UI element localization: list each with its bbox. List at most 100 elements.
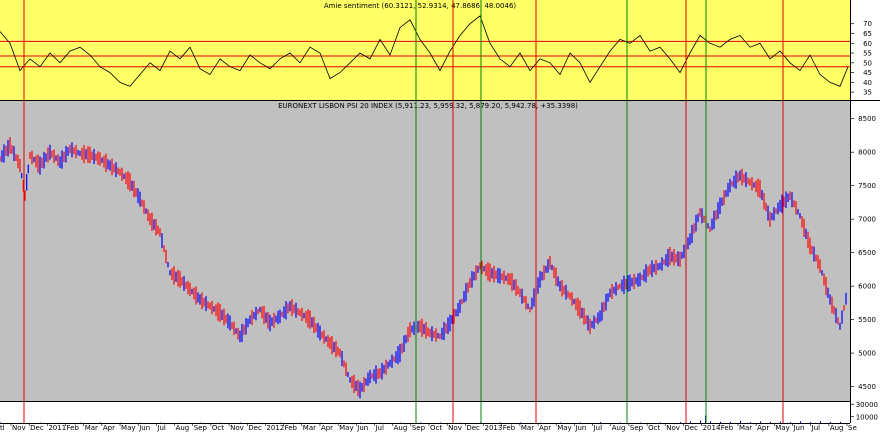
x-tick-label: Nov	[666, 424, 680, 432]
x-tick-label: Oct	[648, 424, 660, 432]
volume-tick-label: 30000	[856, 401, 878, 409]
x-tick-label: Jun	[792, 424, 804, 432]
x-tick-label: Dec	[30, 424, 44, 432]
x-tick-label: Dec	[466, 424, 480, 432]
volume-bar	[600, 422, 601, 423]
volume-bar	[580, 422, 581, 423]
x-tick-label: Apr	[321, 424, 333, 432]
x-tick-label: Sep	[630, 424, 644, 432]
volume-bar	[0, 422, 1, 423]
volume-bar	[620, 422, 621, 423]
sentiment-tick-label: 45	[863, 69, 872, 77]
volume-bar	[660, 422, 661, 423]
volume-panel-background	[0, 401, 850, 423]
volume-bar	[680, 422, 681, 423]
x-tick-label: Aug	[612, 424, 626, 432]
volume-bar	[820, 421, 821, 423]
x-tick-label: May	[121, 424, 135, 432]
x-tick-label: Jul	[374, 424, 384, 432]
x-tick-label: Feb	[721, 424, 734, 432]
volume-bar	[750, 422, 751, 423]
x-tick-label: Apr	[103, 424, 115, 432]
x-tick-label: Feb	[503, 424, 516, 432]
volume-bar	[360, 422, 361, 423]
sentiment-panel-title: Amie sentiment (60.3121, 52.9314, 47.868…	[324, 2, 517, 10]
volume-bar	[240, 422, 241, 423]
x-tick-label: Jul	[811, 424, 821, 432]
x-tick-label: Jun	[356, 424, 368, 432]
x-tick-label: Jun	[574, 424, 586, 432]
x-tick-label: Jun	[138, 424, 150, 432]
volume-bar	[780, 421, 781, 423]
sentiment-tick-label: 40	[863, 79, 872, 87]
volume-bar	[640, 422, 641, 423]
volume-bar	[740, 420, 741, 423]
x-tick-label: Feb	[285, 424, 298, 432]
volume-bar	[810, 422, 811, 423]
x-tick-label: May	[775, 424, 789, 432]
sentiment-tick-label: 65	[863, 30, 872, 38]
x-tick-label: Mar	[303, 424, 316, 432]
x-tick-label: tl	[0, 424, 5, 432]
volume-bar	[840, 421, 841, 423]
volume-bar	[690, 421, 691, 423]
sentiment-tick-label: 60	[863, 40, 872, 48]
x-tick-label: 2013	[485, 424, 503, 432]
x-tick-label: Aug	[394, 424, 408, 432]
x-tick-label: May	[339, 424, 353, 432]
price-panel: EURONEXT LISBON PSI 20 INDEX (5,911.23, …	[0, 101, 876, 401]
x-tick-label: 2014	[703, 424, 721, 432]
x-tick-label: Mar	[739, 424, 752, 432]
volume-bar	[720, 421, 721, 424]
x-tick-label: Aug	[176, 424, 190, 432]
volume-tick-label: 10000	[856, 413, 878, 421]
price-tick-label: 7000	[858, 216, 876, 224]
price-tick-label: 4500	[858, 383, 876, 391]
price-tick-label: 8500	[858, 115, 876, 123]
volume-bar	[100, 422, 101, 423]
volume-bar	[800, 421, 801, 424]
volume-bar	[520, 422, 521, 423]
volume-bar	[790, 422, 791, 423]
volume-bar	[500, 422, 501, 423]
volume-bar	[770, 421, 771, 423]
sentiment-panel-background	[0, 0, 850, 100]
x-tick-label: Oct	[212, 424, 224, 432]
volume-bar	[730, 421, 731, 423]
x-tick-label: 2012	[266, 424, 284, 432]
x-tick-label: Apr	[539, 424, 551, 432]
x-tick-label: Feb	[67, 424, 80, 432]
sentiment-tick-label: 50	[863, 59, 872, 67]
price-tick-label: 7500	[858, 182, 876, 190]
x-tick-label: Mar	[521, 424, 534, 432]
sentiment-tick-label: 55	[863, 50, 872, 58]
price-tick-label: 5500	[858, 316, 876, 324]
x-tick-label: Dec	[684, 424, 698, 432]
price-panel-title: EURONEXT LISBON PSI 20 INDEX (5,911.23, …	[278, 102, 578, 110]
x-tick-label: Mar	[85, 424, 98, 432]
x-tick-label: Nov	[448, 424, 462, 432]
x-tick-label: Jul	[593, 424, 603, 432]
x-tick-label: Aug	[830, 424, 844, 432]
x-tick-label: Dec	[248, 424, 262, 432]
x-tick-label: Se	[848, 424, 857, 432]
x-tick-label: 2011	[48, 424, 66, 432]
price-tick-label: 6000	[858, 283, 876, 291]
sentiment-panel: Amie sentiment (60.3121, 52.9314, 47.868…	[0, 0, 872, 100]
volume-bar	[760, 421, 761, 423]
x-tick-label: May	[557, 424, 571, 432]
volume-bar	[830, 421, 831, 424]
x-tick-label: Oct	[430, 424, 442, 432]
x-tick-label: Nov	[12, 424, 26, 432]
volume-bar	[700, 420, 701, 423]
x-tick-label: Apr	[757, 424, 769, 432]
volume-bar	[420, 422, 421, 423]
sentiment-tick-label: 35	[863, 89, 872, 97]
sentiment-tick-label: 70	[863, 20, 872, 28]
price-tick-label: 5000	[858, 350, 876, 358]
x-tick-label: Jul	[156, 424, 166, 432]
x-tick-label: Sep	[412, 424, 426, 432]
volume-bar	[560, 422, 561, 423]
x-axis: tl Nov Dec 2011 Feb Mar Apr May Jun Jul Aug Sep Oct N…	[0, 423, 880, 432]
